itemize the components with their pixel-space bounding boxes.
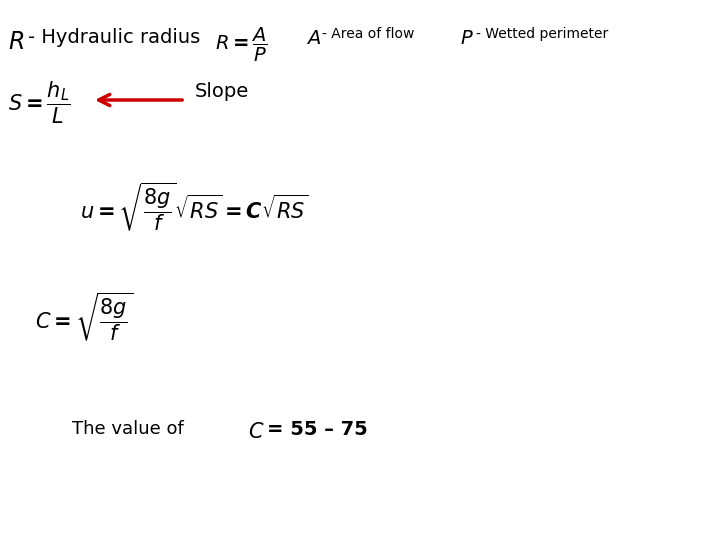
Text: The value of: The value of — [72, 420, 184, 438]
Text: Slope: Slope — [195, 82, 249, 101]
Text: $\boldsymbol{\mathit{A}}$: $\boldsymbol{\mathit{A}}$ — [306, 29, 321, 48]
Text: - Wetted perimeter: - Wetted perimeter — [476, 27, 608, 41]
Text: $\boldsymbol{\mathit{u}=\sqrt{\dfrac{8g}{f}}\sqrt{RS}=C\sqrt{RS}}$: $\boldsymbol{\mathit{u}=\sqrt{\dfrac{8g}… — [80, 180, 309, 233]
Text: $\boldsymbol{\mathit{R}=\dfrac{A}{P}}$: $\boldsymbol{\mathit{R}=\dfrac{A}{P}}$ — [215, 26, 268, 64]
Text: $\boldsymbol{\mathit{R}}$: $\boldsymbol{\mathit{R}}$ — [8, 30, 24, 54]
Text: - Area of flow: - Area of flow — [322, 27, 415, 41]
Text: $\boldsymbol{\mathit{C}}$: $\boldsymbol{\mathit{C}}$ — [248, 422, 264, 442]
Text: = 55 – 75: = 55 – 75 — [267, 420, 368, 439]
Text: $\boldsymbol{\mathit{C}=\sqrt{\dfrac{8g}{f}}}$: $\boldsymbol{\mathit{C}=\sqrt{\dfrac{8g}… — [35, 290, 133, 342]
Text: $\boldsymbol{\mathit{P}}$: $\boldsymbol{\mathit{P}}$ — [460, 29, 474, 48]
Text: $\boldsymbol{\mathit{S}=\dfrac{h_L}{L}}$: $\boldsymbol{\mathit{S}=\dfrac{h_L}{L}}$ — [8, 80, 71, 126]
Text: - Hydraulic radius: - Hydraulic radius — [28, 28, 200, 47]
